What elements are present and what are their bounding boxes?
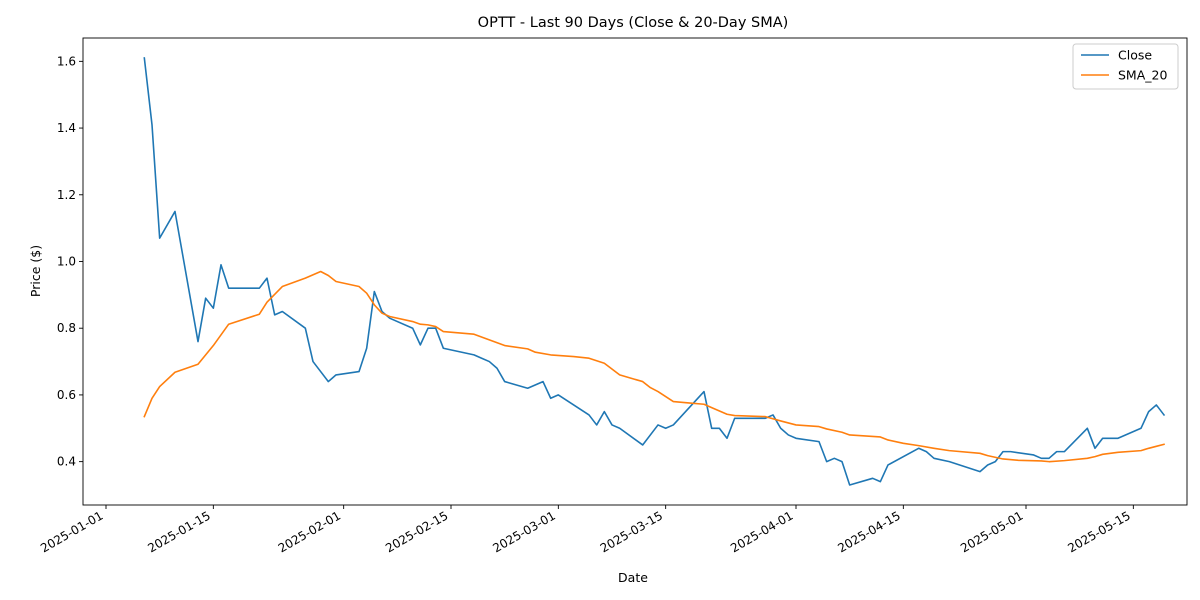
legend-label-0: Close <box>1118 48 1152 63</box>
y-tick-label: 0.4 <box>57 455 76 469</box>
series-line-1 <box>143 270 1165 463</box>
x-tick-label: 2025-04-15 <box>835 508 902 555</box>
plot-frame <box>82 37 1188 506</box>
y-tick-label: 1.4 <box>57 121 76 135</box>
y-tick-label: 0.6 <box>57 388 76 402</box>
y-axis-label: Price ($) <box>28 245 43 297</box>
y-tick-label: 1.6 <box>57 54 76 68</box>
plot-area <box>82 37 1188 506</box>
x-tick-label: 2025-01-01 <box>38 508 105 555</box>
y-tick-label: 0.8 <box>57 321 76 335</box>
series-line-0 <box>143 57 1166 486</box>
x-tick-label: 2025-04-01 <box>728 508 795 555</box>
x-axis-label: Date <box>618 570 648 585</box>
y-tick-label: 1.0 <box>57 254 76 268</box>
legend: Close SMA_20 <box>1072 43 1179 90</box>
chart-title: OPTT - Last 90 Days (Close & 20-Day SMA) <box>478 15 789 31</box>
x-tick-label: 2025-01-15 <box>145 508 212 555</box>
x-tick-label: 2025-03-01 <box>490 508 557 555</box>
y-tick-label: 1.2 <box>57 188 76 202</box>
x-tick-label: 2025-05-01 <box>958 508 1025 555</box>
x-tick-label: 2025-05-15 <box>1065 508 1132 555</box>
legend-label-1: SMA_20 <box>1118 68 1167 83</box>
x-tick-label: 2025-02-15 <box>383 508 450 555</box>
x-tick-label: 2025-03-15 <box>598 508 665 555</box>
x-axis-ticks: 2025-01-01 2025-01-15 2025-02-01 2025-02-15… <box>38 505 1134 555</box>
x-tick-label: 2025-02-01 <box>276 508 343 555</box>
y-axis-ticks: 0.4 0.6 0.8 1.0 1.2 1.4 1.6 <box>57 54 83 469</box>
